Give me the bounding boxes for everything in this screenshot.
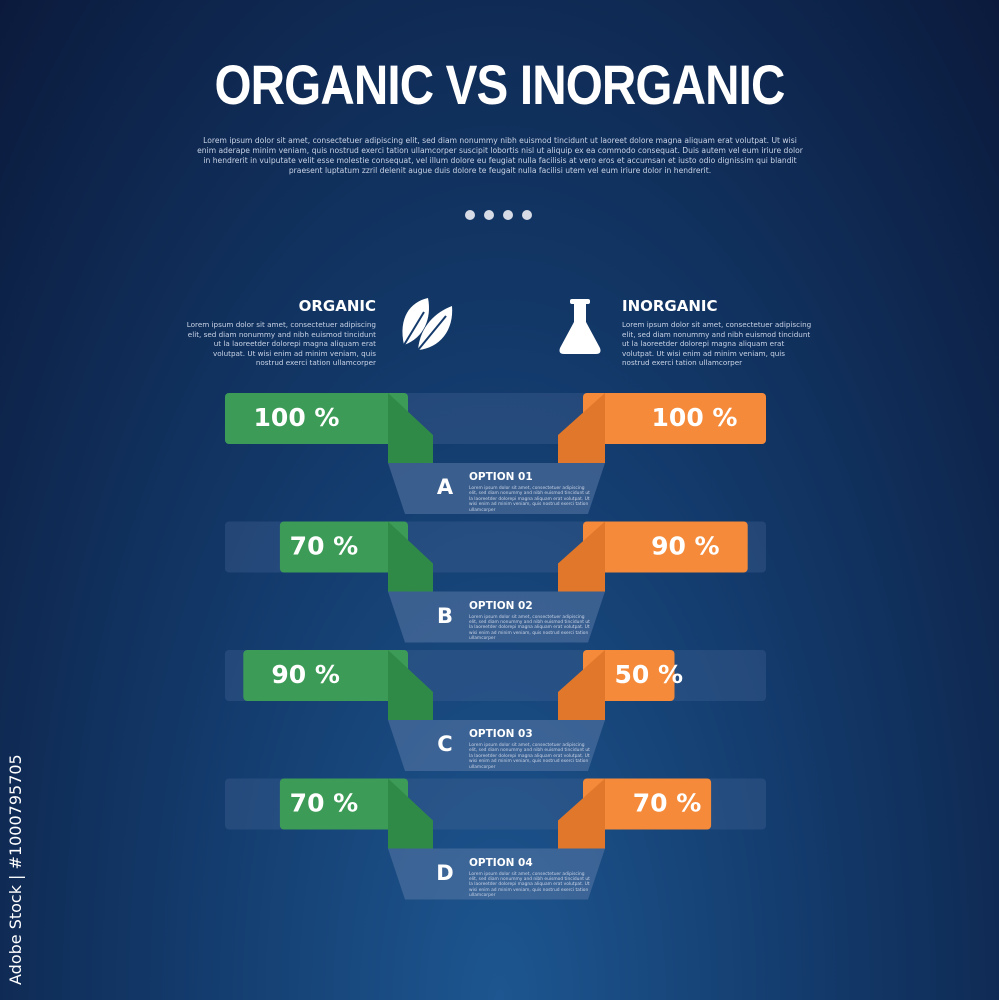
inorganic-label: 100 %: [652, 403, 738, 432]
option-panel: [388, 591, 605, 643]
organic-fold: [388, 393, 433, 463]
flask-icon: [559, 299, 601, 354]
organic-label: 90 %: [271, 660, 340, 689]
pager-dots: [465, 210, 532, 220]
inorganic-label: 90 %: [651, 532, 720, 561]
inorganic-label: 50 %: [614, 660, 683, 689]
organic-label: 100 %: [254, 403, 340, 432]
left-title: ORGANIC: [298, 297, 376, 315]
option-title: OPTION 02: [469, 599, 533, 612]
option-panel: [388, 463, 605, 514]
organic-bar: [279, 778, 408, 830]
option-text: Lorem ipsum dolor sit amet, consectetuer…: [469, 614, 590, 642]
organic-fold: [388, 778, 433, 849]
inorganic-fold: [558, 778, 605, 849]
inorganic-fold: [558, 393, 605, 463]
option-panel: [388, 720, 605, 771]
right-title: INORGANIC: [622, 297, 718, 315]
inorganic-bar: [583, 521, 748, 573]
organic-bar: [279, 521, 408, 573]
organic-fold: [388, 650, 433, 720]
option-title: OPTION 04: [469, 856, 533, 869]
leaf-icon: [402, 298, 453, 351]
organic-bar: [243, 650, 408, 701]
option-letter: A: [436, 475, 454, 499]
option-letter: C: [437, 732, 453, 756]
option-letter: B: [436, 603, 453, 628]
option-title: OPTION 03: [469, 728, 533, 740]
organic-fold: [388, 521, 433, 592]
option-text: Lorem ipsum dolor sit amet, consectetuer…: [469, 743, 590, 770]
inorganic-fold: [558, 650, 605, 720]
option-title: OPTION 01: [469, 471, 533, 483]
option-letter: D: [436, 860, 454, 885]
inorganic-bar: [583, 778, 712, 830]
organic-label: 70 %: [290, 789, 359, 818]
inorganic-bar: [583, 393, 766, 444]
right-text: Lorem ipsum dolor sit amet, consectetuer…: [622, 320, 812, 367]
description: Lorem ipsum dolor sit amet, consectetuer…: [197, 136, 803, 175]
credit: Adobe Stock | #1000795705: [6, 754, 25, 985]
organic-label: 70 %: [290, 532, 359, 561]
option-text: Lorem ipsum dolor sit amet, consectetuer…: [469, 486, 590, 513]
organic-bar: [225, 393, 408, 444]
inorganic-label: 70 %: [633, 789, 702, 818]
option-text: Lorem ipsum dolor sit amet, consectetuer…: [469, 871, 590, 899]
title: ORGANIC VS INORGANIC: [214, 53, 785, 116]
inorganic-fold: [558, 521, 605, 592]
left-text: Lorem ipsum dolor sit amet, consectetuer…: [186, 320, 376, 367]
inorganic-bar: [583, 650, 675, 701]
option-panel: [388, 848, 605, 900]
